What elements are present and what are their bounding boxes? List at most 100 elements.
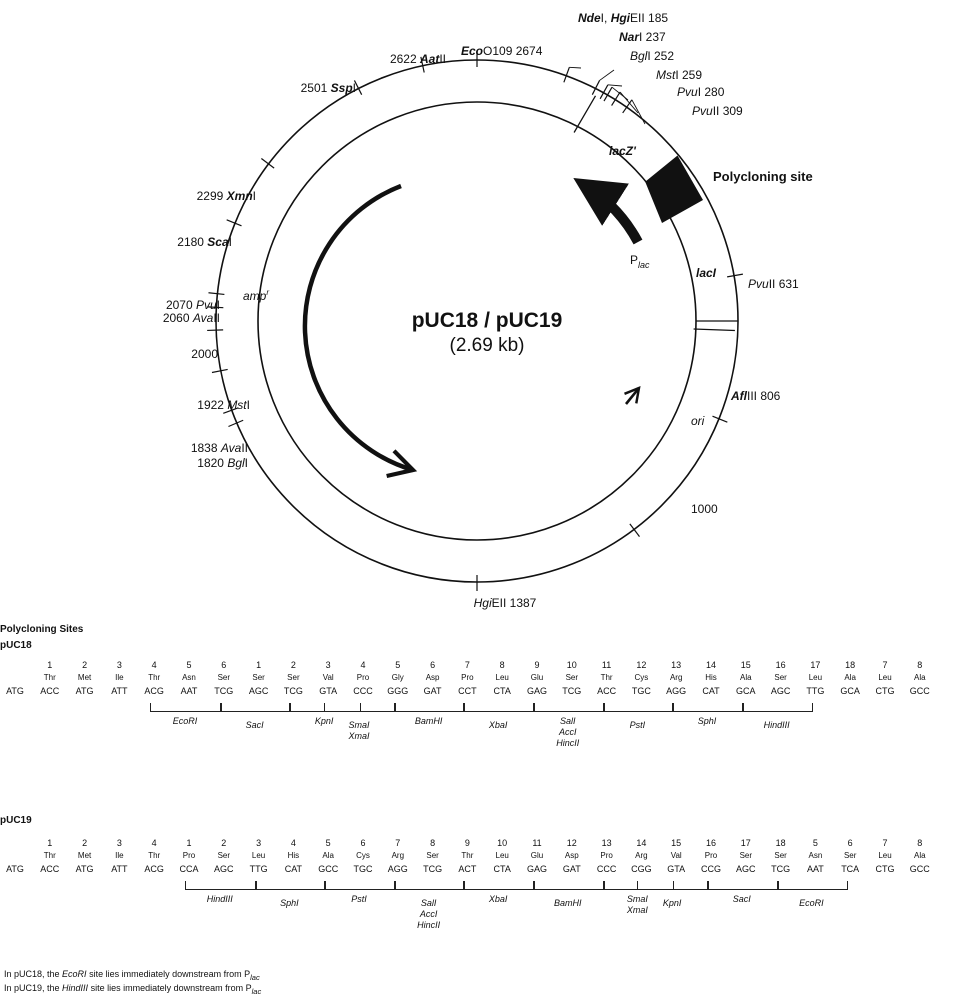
codon-number: 4 xyxy=(360,660,366,670)
codon-number: 7 xyxy=(882,660,888,670)
note-pUC19: In pUC19, the HindIII site lies immediat… xyxy=(4,983,262,996)
site-label: NarI 237 xyxy=(619,30,666,44)
codon-number: 1 xyxy=(47,660,53,670)
site-tick xyxy=(727,273,744,278)
amino-acid: Val xyxy=(322,673,334,682)
codon-number: 10 xyxy=(497,838,508,848)
enzyme-label: SalI AccI HincII xyxy=(556,716,580,748)
codon: AGC xyxy=(248,686,269,696)
codon-number: 8 xyxy=(917,660,923,670)
codon: AAT xyxy=(806,864,824,874)
amino-acid: Ser xyxy=(217,851,231,860)
codon-number: 5 xyxy=(186,660,192,670)
enzyme-bracket xyxy=(324,703,396,712)
site-label: 1000 xyxy=(691,502,718,516)
codon: AGG xyxy=(387,864,408,874)
enzyme-bracket xyxy=(393,881,466,890)
site-label: 1820 BglI xyxy=(197,456,248,470)
enzyme-label: BamHI xyxy=(414,716,443,726)
enzyme-bracket xyxy=(776,881,849,890)
codon: CGG xyxy=(631,864,652,874)
amino-acid: Ile xyxy=(115,851,124,860)
enzyme-bracket xyxy=(637,881,709,890)
site-label: 2000 xyxy=(191,347,218,361)
site-tick xyxy=(207,306,224,309)
codon-number: 17 xyxy=(810,660,821,670)
codon: GAG xyxy=(526,686,547,696)
codon: GCA xyxy=(736,686,756,696)
amino-acid: Thr xyxy=(461,851,474,860)
ori-arrow xyxy=(624,386,641,405)
amino-acid: Ala xyxy=(914,851,926,860)
codon-number: 3 xyxy=(256,838,262,848)
enzyme-label: SmaI XmaI xyxy=(348,720,370,741)
amino-acid: Cys xyxy=(356,851,370,860)
amino-acid: Asp xyxy=(425,673,440,682)
codon: GAT xyxy=(423,686,442,696)
codon-number: 8 xyxy=(430,838,436,848)
codon: TTG xyxy=(249,864,268,874)
enzyme-label: PstI xyxy=(351,894,367,904)
amino-acid: Ser xyxy=(252,673,265,682)
codon: AGC xyxy=(736,864,756,874)
enzyme-label: SphI xyxy=(280,898,299,908)
enzyme-bracket xyxy=(393,703,466,712)
codon: CCG xyxy=(701,864,721,874)
codon-number: 7 xyxy=(395,838,401,848)
amino-acid: His xyxy=(705,673,717,682)
amino-acid: Ile xyxy=(115,673,124,682)
enzyme-bracket xyxy=(672,703,744,712)
codon: TGC xyxy=(631,686,651,696)
site-tick xyxy=(211,368,228,374)
codon-number: 2 xyxy=(221,838,227,848)
codon: ACC xyxy=(40,864,60,874)
plac-arrow xyxy=(573,177,643,245)
codon: TCA xyxy=(841,864,860,874)
site-tick xyxy=(228,419,244,428)
codon: AGC xyxy=(770,686,791,696)
lacI-label: lacI xyxy=(696,266,717,280)
codon-number: 5 xyxy=(325,838,331,848)
amino-acid: Leu xyxy=(495,851,509,860)
amino-acid: Met xyxy=(77,673,92,682)
codon: GGG xyxy=(387,686,409,696)
codon: CCC xyxy=(353,686,373,696)
enzyme-bracket xyxy=(324,881,396,890)
codon-number: 16 xyxy=(775,660,786,670)
codon-number: 5 xyxy=(395,660,401,670)
codon-number: 11 xyxy=(532,838,542,848)
enzyme-bracket xyxy=(254,881,327,890)
codon-number: 11 xyxy=(601,660,612,670)
pUC18-sequence: ATG 1 Thr ACC 2 Met ATG 3 Ile ATT 4 Thr ACG 5 Asn AAT 6 S… xyxy=(0,660,960,810)
codon: ACC xyxy=(597,686,617,696)
amino-acid: Leu xyxy=(808,673,823,682)
codon-number: 1 xyxy=(256,660,262,670)
plasmid-name: pUC18 / pUC19 xyxy=(412,309,563,332)
codon-number: 6 xyxy=(430,660,436,670)
codon: ATG xyxy=(6,864,24,874)
amino-acid: Leu xyxy=(495,673,509,682)
enzyme-label: HindIII xyxy=(206,894,233,904)
site-tick xyxy=(208,292,225,296)
amino-acid: Arg xyxy=(669,673,683,682)
site-tick xyxy=(261,158,275,169)
codon: ACT xyxy=(458,864,477,874)
codon: ACG xyxy=(144,686,164,696)
site-label: 2622 AatII xyxy=(390,52,446,66)
amino-acid: Val xyxy=(670,851,682,860)
codon-number: 6 xyxy=(360,838,366,848)
site-tick xyxy=(622,99,633,114)
codon: TCG xyxy=(283,686,303,696)
plasmid-size: (2.69 kb) xyxy=(450,335,525,356)
lacZ-boundary-top xyxy=(573,95,597,133)
enzyme-bracket xyxy=(219,703,292,712)
codon: AAT xyxy=(180,686,198,696)
enzyme-label: HindIII xyxy=(763,720,790,730)
codon: TGC xyxy=(353,864,373,874)
codon-number: 6 xyxy=(221,660,227,670)
codon: CTG xyxy=(875,864,895,874)
codon: TCG xyxy=(214,686,234,696)
site-tick xyxy=(223,407,239,414)
amino-acid: Ser xyxy=(565,673,579,682)
site-leader-line xyxy=(631,99,646,125)
